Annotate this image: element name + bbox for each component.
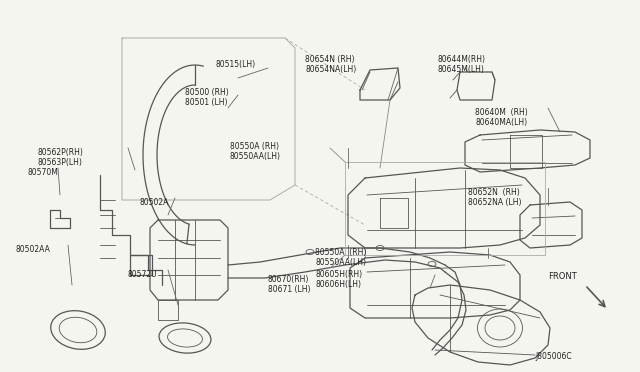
- Text: FRONT: FRONT: [548, 272, 577, 281]
- Text: 80500 (RH)
80501 (LH): 80500 (RH) 80501 (LH): [185, 88, 228, 108]
- Text: J805006C: J805006C: [535, 352, 572, 361]
- Text: 80640M  (RH)
80640MA(LH): 80640M (RH) 80640MA(LH): [475, 108, 528, 127]
- Text: 80605H(RH)
80606H(LH): 80605H(RH) 80606H(LH): [315, 270, 362, 289]
- Text: 80652N  (RH)
80652NA (LH): 80652N (RH) 80652NA (LH): [468, 188, 522, 208]
- Text: 80562P(RH)
80563P(LH): 80562P(RH) 80563P(LH): [38, 148, 84, 167]
- Text: 80502A: 80502A: [140, 198, 170, 207]
- Text: 80572U: 80572U: [128, 270, 157, 279]
- Text: 80550A (RH)
80550AA(LH): 80550A (RH) 80550AA(LH): [230, 142, 281, 161]
- Text: 80502AA: 80502AA: [15, 245, 50, 254]
- Text: 80644M(RH)
80645M(LH): 80644M(RH) 80645M(LH): [438, 55, 486, 74]
- Text: 80570M: 80570M: [28, 168, 59, 177]
- Text: 80654N (RH)
80654NA(LH): 80654N (RH) 80654NA(LH): [305, 55, 356, 74]
- Text: 80670(RH)
80671 (LH): 80670(RH) 80671 (LH): [268, 275, 310, 294]
- Text: 80550A  (RH)
80550AA(LH): 80550A (RH) 80550AA(LH): [315, 248, 366, 267]
- Text: 80515(LH): 80515(LH): [215, 60, 255, 69]
